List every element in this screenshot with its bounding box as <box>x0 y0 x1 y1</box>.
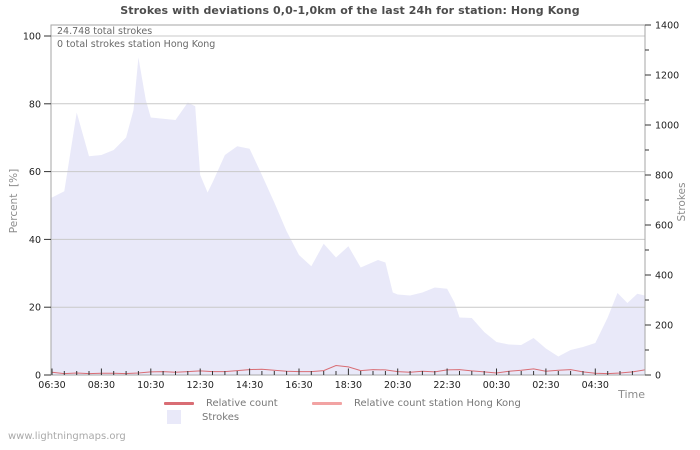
x-tick-label: 12:30 <box>187 380 214 391</box>
x-tick-label: 08:30 <box>88 380 115 391</box>
x-tick-label: 16:30 <box>285 380 312 391</box>
annotation-station-total-strokes: 0 total strokes station Hong Kong <box>57 39 216 50</box>
legend-item-relative-count-station: Relative count station Hong Kong <box>312 398 521 409</box>
right-tick-label: 400 <box>655 271 673 282</box>
x-axis-title: Time <box>618 388 645 401</box>
x-tick-label: 02:30 <box>532 380 559 391</box>
right-tick-label: 600 <box>655 221 673 232</box>
x-tick-label: 06:30 <box>38 380 65 391</box>
right-tick-label: 0 <box>655 371 661 382</box>
annotation-total-strokes: 24.748 total strokes <box>57 26 153 37</box>
right-tick-label: 800 <box>655 171 673 182</box>
strokes-area <box>51 57 645 375</box>
left-tick-label: 40 <box>29 235 41 246</box>
x-tick-label: 04:30 <box>582 380 609 391</box>
right-tick-label: 200 <box>655 321 673 332</box>
x-tick-label: 22:30 <box>433 380 460 391</box>
left-tick-label: 80 <box>29 99 41 110</box>
left-tick-label: 0 <box>35 371 41 382</box>
relative-count-swatch <box>164 402 194 405</box>
legend-label-relative-count: Relative count <box>206 398 278 409</box>
chart-title: Strokes with deviations 0,0-1,0km of the… <box>120 4 580 17</box>
left-tick-label: 100 <box>23 32 41 43</box>
x-tick-label: 18:30 <box>335 380 362 391</box>
right-tick-label: 1400 <box>655 21 679 32</box>
legend-label-relative-count-station: Relative count station Hong Kong <box>354 398 521 409</box>
relative-count-station-swatch <box>312 402 342 405</box>
legend-label-strokes: Strokes <box>202 411 240 423</box>
legend-item-strokes: Strokes <box>167 410 239 424</box>
x-tick-label: 14:30 <box>236 380 263 391</box>
x-tick-label: 20:30 <box>384 380 411 391</box>
x-tick-label: 00:30 <box>483 380 510 391</box>
x-tick-label: 10:30 <box>137 380 164 391</box>
legend-item-relative-count: Relative count <box>164 398 278 409</box>
strokes-swatch <box>167 410 181 424</box>
left-tick-label: 60 <box>29 167 41 178</box>
right-axis-title: Strokes <box>676 182 688 222</box>
right-tick-label: 1000 <box>655 121 679 132</box>
left-tick-label: 20 <box>29 303 41 314</box>
watermark: www.lightningmaps.org <box>8 431 126 442</box>
right-tick-label: 1200 <box>655 71 679 82</box>
left-axis-title: Percent [%] <box>8 168 20 234</box>
